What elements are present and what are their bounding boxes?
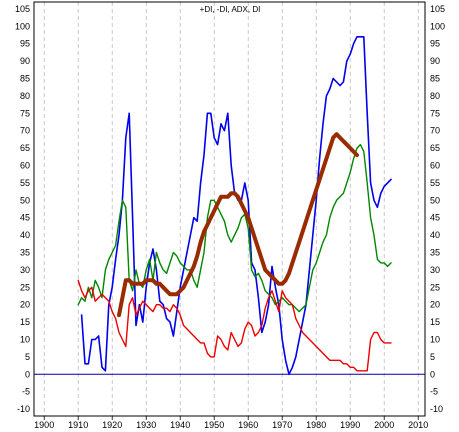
y-tick-right-35: 35 bbox=[430, 247, 440, 257]
y-tick-left-80: 80 bbox=[20, 91, 30, 101]
y-tick-right-75: 75 bbox=[430, 108, 440, 118]
y-tick-left-60: 60 bbox=[20, 161, 30, 171]
y-tick-right-55: 55 bbox=[430, 178, 440, 188]
y-tick-left-40: 40 bbox=[20, 230, 30, 240]
y-tick-right-65: 65 bbox=[430, 143, 440, 153]
y-tick-right-60: 60 bbox=[430, 161, 440, 171]
y-tick-left-20: 20 bbox=[20, 300, 30, 310]
x-tick-2010: 2010 bbox=[408, 420, 428, 430]
y-tick-left-100: 100 bbox=[15, 21, 30, 31]
series-line-4 bbox=[117, 132, 359, 318]
x-tick-1960: 1960 bbox=[238, 420, 258, 430]
y-tick-right-100: 100 bbox=[430, 21, 445, 31]
plot-frame bbox=[33, 1, 426, 417]
y-tick-right-40: 40 bbox=[430, 230, 440, 240]
y-tick-left-45: 45 bbox=[20, 213, 30, 223]
y-tick-left-95: 95 bbox=[20, 39, 30, 49]
y-tick-right--5: -5 bbox=[430, 387, 438, 397]
y-tick-left-105: 105 bbox=[15, 4, 30, 14]
y-tick-left-65: 65 bbox=[20, 143, 30, 153]
y-tick-right-5: 5 bbox=[430, 352, 435, 362]
y-tick-left-35: 35 bbox=[20, 247, 30, 257]
y-tick-left-50: 50 bbox=[20, 195, 30, 205]
y-tick-left-90: 90 bbox=[20, 56, 30, 66]
y-tick-right-45: 45 bbox=[430, 213, 440, 223]
x-tick-1980: 1980 bbox=[306, 420, 326, 430]
x-tick-1990: 1990 bbox=[340, 420, 360, 430]
y-tick-right-90: 90 bbox=[430, 56, 440, 66]
y-tick-right-15: 15 bbox=[430, 317, 440, 327]
y-tick-left--5: -5 bbox=[22, 387, 30, 397]
x-axis-labels: 1900 1910 1920 1930 1940 1950 1960 1970 1980 1990… bbox=[34, 416, 428, 430]
x-tick-1940: 1940 bbox=[170, 420, 190, 430]
x-tick-2000: 2000 bbox=[374, 420, 394, 430]
y-tick-left-55: 55 bbox=[20, 178, 30, 188]
x-tick-1920: 1920 bbox=[102, 420, 122, 430]
y-tick-left-25: 25 bbox=[20, 282, 30, 292]
y-tick-left-5: 5 bbox=[25, 352, 30, 362]
y-tick-left-30: 30 bbox=[20, 265, 30, 275]
y-tick-right-80: 80 bbox=[430, 91, 440, 101]
y-tick-right-70: 70 bbox=[430, 126, 440, 136]
x-tick-1900: 1900 bbox=[34, 420, 54, 430]
y-tick-right-0: 0 bbox=[430, 369, 435, 379]
y-tick-left-15: 15 bbox=[20, 317, 30, 327]
y-tick-right-10: 10 bbox=[430, 334, 440, 344]
y-tick-left-75: 75 bbox=[20, 108, 30, 118]
y-tick-left-70: 70 bbox=[20, 126, 30, 136]
series-line-3 bbox=[77, 279, 392, 372]
x-tick-1910: 1910 bbox=[68, 420, 88, 430]
y-tick-right-30: 30 bbox=[430, 265, 440, 275]
y-tick-right-95: 95 bbox=[430, 39, 440, 49]
x-tick-1930: 1930 bbox=[136, 420, 156, 430]
x-tick-1950: 1950 bbox=[204, 420, 224, 430]
series-layer bbox=[77, 35, 392, 376]
chart-title: +DI, -DI, ADX, DI bbox=[200, 5, 261, 14]
y-tick-right-105: 105 bbox=[430, 4, 445, 14]
y-tick-left-85: 85 bbox=[20, 74, 30, 84]
y-tick-left-0: 0 bbox=[25, 369, 30, 379]
y-tick-right-85: 85 bbox=[430, 74, 440, 84]
y-axis-right-labels: -10 -5 0 5 10 15 20 25 30 35 40 45 50 55 60 65 70 75 80 85 9… bbox=[430, 4, 445, 414]
y-tick-right-50: 50 bbox=[430, 195, 440, 205]
y-tick-right-25: 25 bbox=[430, 282, 440, 292]
y-tick-left-10: 10 bbox=[20, 334, 30, 344]
y-tick-right--10: -10 bbox=[430, 404, 443, 414]
y-tick-right-20: 20 bbox=[430, 300, 440, 310]
x-tick-1970: 1970 bbox=[272, 420, 292, 430]
y-tick-left--10: -10 bbox=[17, 404, 30, 414]
y-axis-left-labels: -10 -5 0 5 10 15 20 25 30 35 40 45 50 55 60 65 70 75 80 85 9… bbox=[15, 4, 30, 414]
